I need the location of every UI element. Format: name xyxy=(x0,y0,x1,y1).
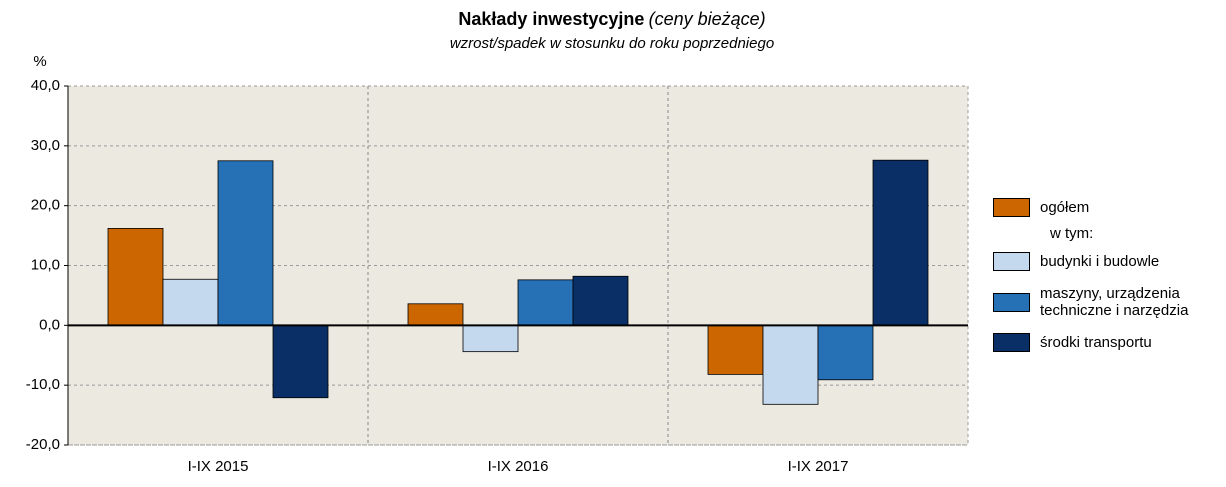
bar xyxy=(217,160,274,326)
legend-swatch xyxy=(993,252,1030,271)
legend-label: maszyny, urządzenia techniczne i narzędz… xyxy=(1040,285,1189,319)
y-tick-label: 0,0 xyxy=(39,316,60,333)
x-tick-label: I-IX 2015 xyxy=(188,458,249,475)
legend-item: ogółem xyxy=(993,198,1226,217)
bar xyxy=(407,303,464,326)
legend-swatch xyxy=(993,292,1030,312)
subtitle: wzrost/spadek w stosunku do roku poprzed… xyxy=(450,35,774,52)
y-tick-label: 10,0 xyxy=(31,256,60,273)
bar xyxy=(872,159,929,326)
y-tick-label: 20,0 xyxy=(31,197,60,214)
title-main: Nakłady inwestycyjne xyxy=(458,9,644,29)
bar xyxy=(162,278,219,326)
title-note: (ceny bieżące) xyxy=(649,9,766,29)
y-tick-label: 30,0 xyxy=(31,137,60,154)
legend-label: środki transportu xyxy=(1040,334,1152,351)
legend: ogółem w tym: budynki i budowle maszyny, ur… xyxy=(993,198,1226,366)
legend-item: środki transportu xyxy=(993,333,1226,352)
legend-label: budynki i budowle xyxy=(1040,253,1160,270)
bar xyxy=(707,324,764,375)
y-tick-label: -10,0 xyxy=(26,376,60,393)
legend-label: ogółem xyxy=(1040,199,1090,216)
y-tick-label: -20,0 xyxy=(26,436,60,453)
legend-swatch xyxy=(993,198,1030,217)
bar xyxy=(107,228,164,326)
bar xyxy=(462,324,519,353)
legend-swatch xyxy=(993,333,1030,352)
legend-note: w tym: xyxy=(1050,225,1094,242)
legend-item: maszyny, urządzenia techniczne i narzędz… xyxy=(993,285,1226,319)
bar xyxy=(762,324,819,405)
bar xyxy=(517,279,574,326)
chart-title: Nakłady inwestycyjne (ceny bieżące) xyxy=(458,9,765,29)
y-axis-label: % xyxy=(33,53,46,70)
legend-item: budynki i budowle xyxy=(993,252,1226,271)
y-tick-label: 40,0 xyxy=(31,77,60,94)
bar xyxy=(272,324,329,399)
bar xyxy=(817,324,874,381)
x-tick-label: I-IX 2017 xyxy=(788,458,849,475)
x-tick-label: I-IX 2016 xyxy=(488,458,549,475)
bar xyxy=(572,275,629,326)
